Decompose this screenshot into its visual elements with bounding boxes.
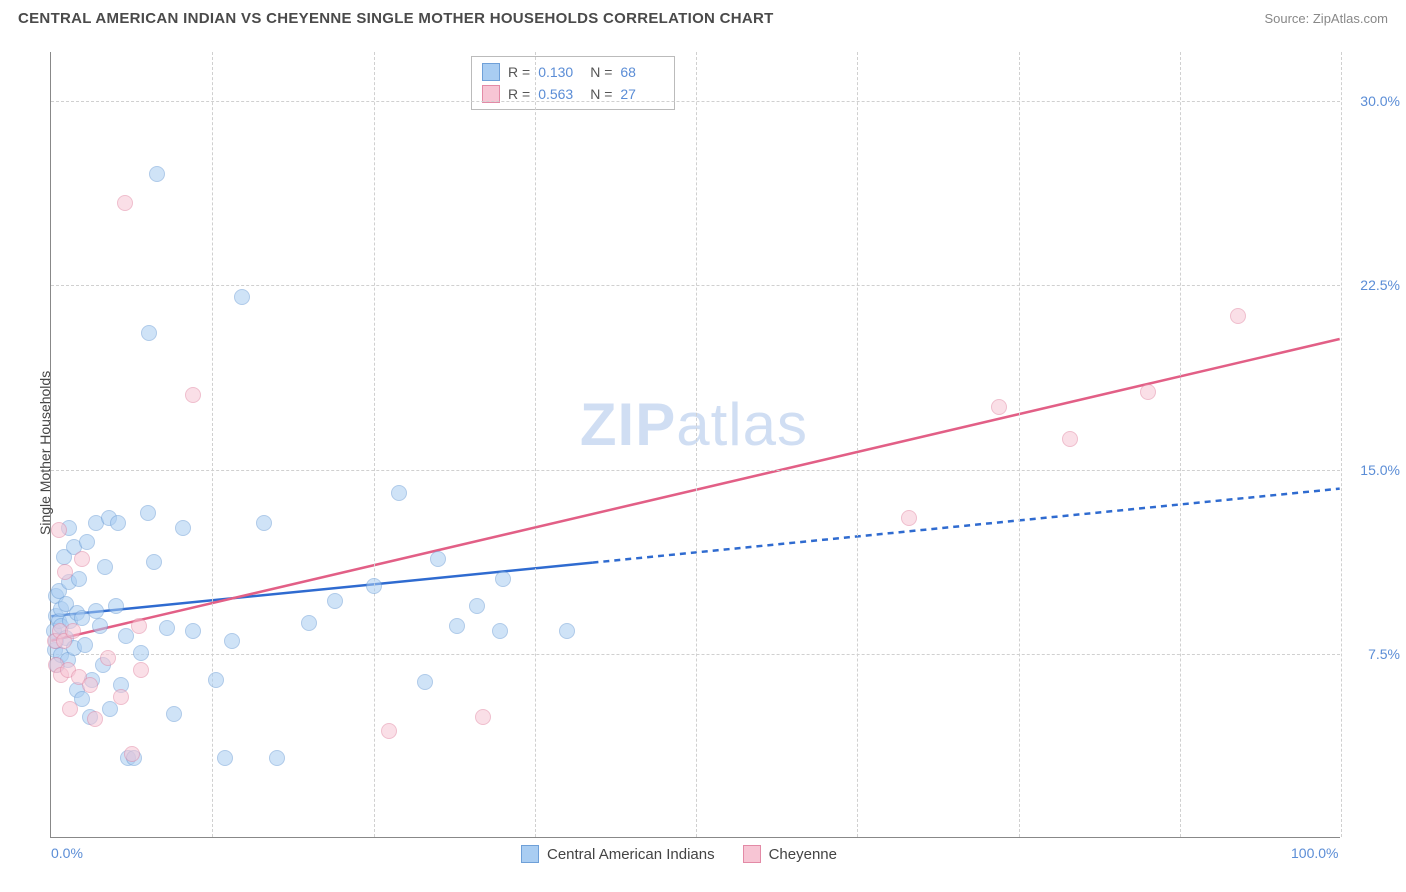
y-tick-label: 30.0% bbox=[1345, 93, 1400, 109]
scatter-point-cai bbox=[469, 598, 485, 614]
scatter-point-chy bbox=[65, 623, 81, 639]
legend-series-label-cai: Central American Indians bbox=[547, 846, 715, 863]
scatter-point-cai bbox=[141, 325, 157, 341]
scatter-point-chy bbox=[185, 387, 201, 403]
legend-series: Central American Indians Cheyenne bbox=[521, 845, 837, 863]
scatter-point-cai bbox=[366, 578, 382, 594]
scatter-point-cai bbox=[269, 750, 285, 766]
scatter-point-cai bbox=[71, 571, 87, 587]
scatter-point-chy bbox=[131, 618, 147, 634]
legend-r-value-chy: 0.563 bbox=[538, 86, 582, 102]
scatter-point-cai bbox=[559, 623, 575, 639]
scatter-point-cai bbox=[217, 750, 233, 766]
legend-r-value-cai: 0.130 bbox=[538, 64, 582, 80]
y-axis-title: Single Mother Households bbox=[37, 371, 53, 535]
watermark: ZIPatlas bbox=[580, 390, 808, 459]
gridline-vertical bbox=[1341, 52, 1342, 837]
source-label: Source: ZipAtlas.com bbox=[1264, 11, 1388, 26]
x-tick-label: 0.0% bbox=[51, 845, 83, 861]
scatter-point-cai bbox=[79, 534, 95, 550]
scatter-point-chy bbox=[991, 399, 1007, 415]
chart-title: CENTRAL AMERICAN INDIAN VS CHEYENNE SING… bbox=[18, 10, 774, 27]
scatter-point-chy bbox=[74, 551, 90, 567]
y-tick-label: 7.5% bbox=[1345, 646, 1400, 662]
scatter-point-cai bbox=[146, 554, 162, 570]
scatter-point-cai bbox=[108, 598, 124, 614]
y-tick-label: 22.5% bbox=[1345, 277, 1400, 293]
scatter-point-cai bbox=[175, 520, 191, 536]
x-tick-label: 100.0% bbox=[1291, 845, 1338, 861]
watermark-bold: ZIP bbox=[580, 391, 676, 458]
scatter-point-cai bbox=[88, 603, 104, 619]
legend-item-cai: Central American Indians bbox=[521, 845, 715, 863]
legend-n-label: N = bbox=[590, 64, 612, 80]
scatter-point-chy bbox=[1062, 431, 1078, 447]
scatter-point-cai bbox=[327, 593, 343, 609]
gridline-vertical bbox=[212, 52, 213, 837]
trendline-cai bbox=[51, 563, 592, 617]
scatter-point-cai bbox=[149, 166, 165, 182]
scatter-point-chy bbox=[1140, 384, 1156, 400]
gridline-vertical bbox=[696, 52, 697, 837]
scatter-point-cai bbox=[140, 505, 156, 521]
scatter-point-chy bbox=[57, 564, 73, 580]
scatter-point-chy bbox=[82, 677, 98, 693]
scatter-point-chy bbox=[475, 709, 491, 725]
legend-item-chy: Cheyenne bbox=[743, 845, 837, 863]
gridline-vertical bbox=[1180, 52, 1181, 837]
scatter-point-chy bbox=[1230, 308, 1246, 324]
gridline-vertical bbox=[1019, 52, 1020, 837]
scatter-point-cai bbox=[97, 559, 113, 575]
gridline-vertical bbox=[535, 52, 536, 837]
scatter-point-cai bbox=[159, 620, 175, 636]
scatter-point-cai bbox=[449, 618, 465, 634]
scatter-point-chy bbox=[113, 689, 129, 705]
scatter-point-chy bbox=[87, 711, 103, 727]
title-bar: CENTRAL AMERICAN INDIAN VS CHEYENNE SING… bbox=[0, 0, 1406, 33]
scatter-point-cai bbox=[234, 289, 250, 305]
gridline-vertical bbox=[857, 52, 858, 837]
trendline-cai-dashed bbox=[592, 489, 1339, 563]
legend-swatch-cai bbox=[521, 845, 539, 863]
legend-n-value-cai: 68 bbox=[620, 64, 664, 80]
legend-n-value-chy: 27 bbox=[620, 86, 664, 102]
scatter-point-cai bbox=[495, 571, 511, 587]
scatter-point-cai bbox=[256, 515, 272, 531]
legend-n-label: N = bbox=[590, 86, 612, 102]
legend-series-label-chy: Cheyenne bbox=[769, 846, 837, 863]
legend-r-label: R = bbox=[508, 86, 530, 102]
scatter-point-cai bbox=[110, 515, 126, 531]
scatter-point-chy bbox=[124, 746, 140, 762]
scatter-point-cai bbox=[224, 633, 240, 649]
scatter-point-chy bbox=[117, 195, 133, 211]
gridline-vertical bbox=[374, 52, 375, 837]
scatter-point-cai bbox=[301, 615, 317, 631]
scatter-point-cai bbox=[166, 706, 182, 722]
y-tick-label: 15.0% bbox=[1345, 462, 1400, 478]
plot-area: ZIPatlas R =0.130N =68R =0.563N =27 Sing… bbox=[50, 52, 1340, 838]
scatter-point-cai bbox=[185, 623, 201, 639]
scatter-point-cai bbox=[133, 645, 149, 661]
legend-swatch-cai bbox=[482, 63, 500, 81]
scatter-point-cai bbox=[430, 551, 446, 567]
scatter-point-chy bbox=[51, 522, 67, 538]
scatter-point-chy bbox=[133, 662, 149, 678]
legend-stat-row-cai: R = 0.130 N = 68 bbox=[482, 61, 664, 83]
scatter-point-cai bbox=[417, 674, 433, 690]
scatter-point-cai bbox=[92, 618, 108, 634]
chart-container: CENTRAL AMERICAN INDIAN VS CHEYENNE SING… bbox=[0, 0, 1406, 892]
scatter-point-chy bbox=[62, 701, 78, 717]
scatter-point-cai bbox=[492, 623, 508, 639]
scatter-point-chy bbox=[100, 650, 116, 666]
scatter-point-cai bbox=[208, 672, 224, 688]
scatter-point-chy bbox=[381, 723, 397, 739]
scatter-point-cai bbox=[77, 637, 93, 653]
legend-swatch-chy bbox=[743, 845, 761, 863]
legend-r-label: R = bbox=[508, 64, 530, 80]
scatter-point-cai bbox=[391, 485, 407, 501]
scatter-point-chy bbox=[901, 510, 917, 526]
